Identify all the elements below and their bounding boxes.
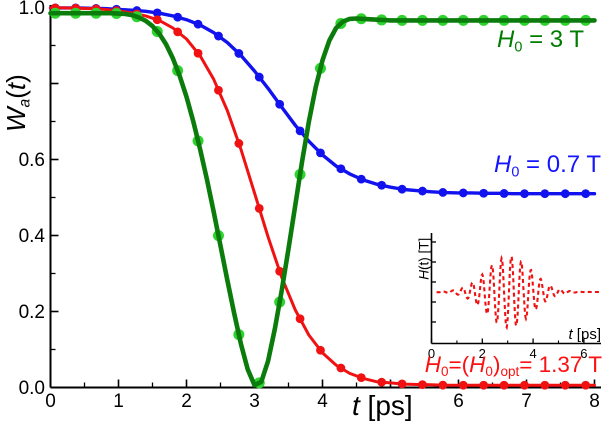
svg-text:1.0: 1.0 bbox=[19, 0, 45, 19]
legend-green-h0-3t: H0 = 3 T bbox=[497, 26, 584, 56]
svg-text:3: 3 bbox=[249, 391, 260, 412]
series-h0-3t bbox=[48, 7, 597, 389]
x-axis-title: t [ps] bbox=[352, 390, 413, 421]
y-axis-title: Wa(t) bbox=[0, 74, 34, 133]
svg-text:0.0: 0.0 bbox=[19, 378, 45, 399]
svg-text:2: 2 bbox=[181, 391, 192, 412]
svg-text:6: 6 bbox=[580, 346, 587, 361]
svg-text:1: 1 bbox=[113, 391, 124, 412]
svg-text:0: 0 bbox=[428, 346, 435, 361]
svg-text:0: 0 bbox=[45, 391, 56, 412]
axes: 0 1 2 3 4 6 7 8 0.0 0.2 0.4 0.6 1.0 bbox=[19, 0, 601, 412]
annotation-red-h0-opt: H0=(H0)opt= 1.37 T bbox=[424, 352, 602, 380]
svg-text:6: 6 bbox=[453, 391, 464, 412]
svg-text:4: 4 bbox=[317, 391, 328, 412]
inset-x-axis-title: t [ps] bbox=[568, 326, 601, 343]
svg-text:8: 8 bbox=[589, 391, 600, 412]
svg-text:4: 4 bbox=[529, 346, 536, 361]
svg-text:0.2: 0.2 bbox=[19, 302, 45, 323]
inset-pulse-chart: 0 2 4 6 bbox=[428, 233, 601, 361]
svg-text:0.6: 0.6 bbox=[19, 150, 45, 171]
svg-text:2: 2 bbox=[479, 346, 486, 361]
svg-text:7: 7 bbox=[521, 391, 532, 412]
legend-blue-h0-0p7t: H0 = 0.7 T bbox=[494, 151, 601, 181]
svg-text:0.4: 0.4 bbox=[19, 226, 46, 247]
inset-y-axis-title: H(t) [T] bbox=[416, 237, 432, 280]
